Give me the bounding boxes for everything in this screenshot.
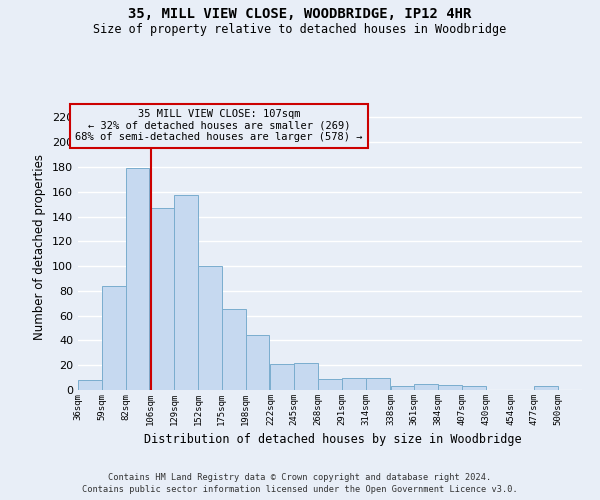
Bar [198,266,222,390]
Bar [391,386,415,390]
Text: Contains public sector information licensed under the Open Government Licence v3: Contains public sector information licen… [82,485,518,494]
Bar [462,386,486,390]
Bar [318,379,342,390]
Bar [366,378,389,390]
Bar [438,385,462,390]
Text: Size of property relative to detached houses in Woodbridge: Size of property relative to detached ho… [94,22,506,36]
Bar [125,168,149,390]
Bar [78,380,102,390]
Bar [102,286,125,390]
Text: 35 MILL VIEW CLOSE: 107sqm
← 32% of detached houses are smaller (269)
68% of sem: 35 MILL VIEW CLOSE: 107sqm ← 32% of deta… [76,110,363,142]
Bar [342,378,366,390]
Bar [222,310,245,390]
Bar [245,336,269,390]
Bar [271,364,294,390]
Bar [415,384,438,390]
Bar [174,196,198,390]
Y-axis label: Number of detached properties: Number of detached properties [34,154,46,340]
Bar [535,386,558,390]
Bar [294,362,318,390]
Bar [151,208,174,390]
Text: Distribution of detached houses by size in Woodbridge: Distribution of detached houses by size … [144,432,522,446]
Text: Contains HM Land Registry data © Crown copyright and database right 2024.: Contains HM Land Registry data © Crown c… [109,472,491,482]
Text: 35, MILL VIEW CLOSE, WOODBRIDGE, IP12 4HR: 35, MILL VIEW CLOSE, WOODBRIDGE, IP12 4H… [128,8,472,22]
